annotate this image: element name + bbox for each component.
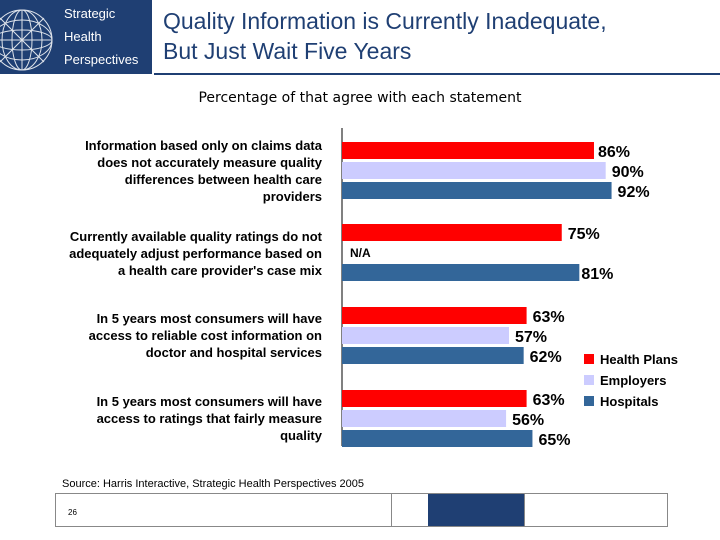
bar-hospitals-3 [342, 347, 524, 364]
footer-divider [391, 494, 392, 526]
category-label-2-line-3: a health care provider's case mix [118, 263, 322, 278]
category-label-3-line-1: In 5 years most consumers will have [96, 311, 322, 326]
category-label-3: In 5 years most consumers will have acce… [22, 310, 322, 361]
bar-health-plans-4 [342, 390, 527, 407]
brand-logo: Strategic Health Perspectives [0, 0, 152, 74]
title-rule [154, 73, 720, 75]
category-label-1-line-1: Information based only on claims data [85, 138, 322, 153]
page-number: 26 [68, 508, 77, 517]
globe-icon [0, 9, 53, 71]
category-label-1: Information based only on claims data do… [22, 137, 322, 205]
bar-health-plans-3 [342, 307, 527, 324]
logo-divider [152, 0, 154, 74]
category-label-4-line-1: In 5 years most consumers will have [96, 394, 322, 409]
footer-divider [524, 494, 525, 526]
data-label-hospitals-1: 92% [618, 184, 650, 201]
chart-subtitle: Percentage of that agree with each state… [198, 90, 522, 106]
category-label-4-line-2: access to ratings that fairly measure [96, 411, 322, 426]
data-label-health-plans-2: 75% [568, 226, 600, 243]
category-label-2-line-1: Currently available quality ratings do n… [69, 229, 322, 244]
category-label-2: Currently available quality ratings do n… [22, 228, 322, 279]
data-label-employers-3: 57% [515, 329, 547, 346]
bar-hospitals-2 [342, 264, 580, 281]
data-label-hospitals-3: 62% [530, 349, 562, 366]
data-label-health-plans-1: 86% [598, 144, 630, 161]
source-note: Source: Harris Interactive, Strategic He… [62, 478, 365, 490]
category-label-3-line-2: access to reliable cost information on [88, 328, 322, 343]
bar-hospitals-4 [342, 430, 533, 447]
category-label-1-line-3: differences between health care [124, 172, 322, 187]
legend-swatch-employers [584, 375, 594, 385]
data-label-employers-4: 56% [512, 412, 544, 429]
page-title: Quality Information is Currently Inadequ… [163, 6, 713, 66]
title-line-1: Quality Information is Currently Inadequ… [163, 8, 607, 34]
legend-swatch-hospitals [584, 396, 594, 406]
legend-label-hospitals: Hospitals [600, 394, 659, 409]
category-label-1-line-4: providers [262, 189, 322, 204]
category-label-1-line-2: does not accurately measure quality [97, 155, 322, 170]
bar-employers-3 [342, 327, 510, 344]
category-label-4: In 5 years most consumers will have acce… [22, 393, 322, 444]
category-label-4-line-3: quality [280, 428, 322, 443]
na-label-employers-2: N/A [350, 246, 371, 260]
data-label-health-plans-4: 63% [533, 392, 565, 409]
data-label-hospitals-4: 65% [538, 432, 570, 449]
logo-line-perspectives: Perspectives [64, 52, 139, 67]
footer-accent-block [428, 494, 524, 526]
data-label-hospitals-2: 81% [581, 266, 613, 283]
bar-employers-1 [342, 162, 606, 179]
category-label-3-line-3: doctor and hospital services [145, 345, 322, 360]
logo-line-strategic: Strategic [64, 6, 116, 21]
logo-line-health: Health [64, 29, 102, 44]
footer-bar: 26 [55, 493, 668, 527]
category-label-2-line-2: adequately adjust performance based on [69, 246, 322, 261]
bar-hospitals-1 [342, 182, 612, 199]
legend-swatch-health-plans [584, 354, 594, 364]
data-label-employers-1: 90% [612, 164, 644, 181]
data-label-health-plans-3: 63% [533, 309, 565, 326]
legend-label-employers: Employers [600, 373, 666, 388]
legend-label-health-plans: Health Plans [600, 352, 678, 367]
bar-employers-4 [342, 410, 507, 427]
title-line-2: But Just Wait Five Years [163, 38, 412, 64]
bar-health-plans-2 [342, 224, 562, 241]
bar-health-plans-1 [342, 142, 594, 159]
